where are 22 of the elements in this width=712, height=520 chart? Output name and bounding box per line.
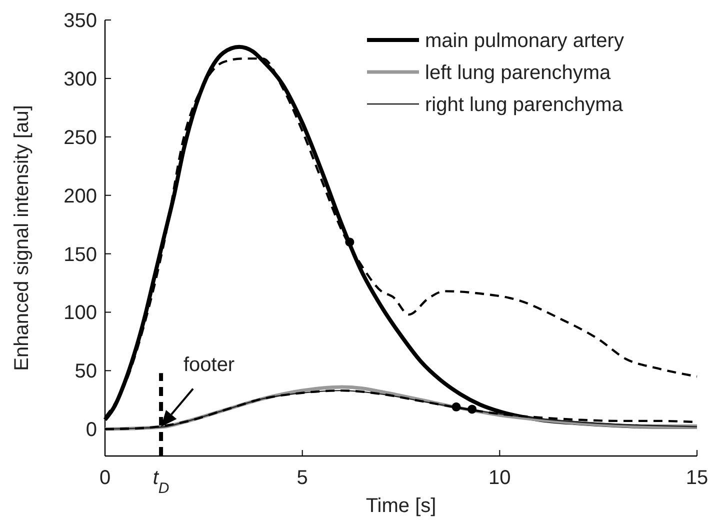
annotation: footer: [183, 354, 235, 376]
point: [452, 402, 461, 412]
point: [345, 238, 354, 247]
y-tick-label: 300: [64, 68, 97, 90]
x-tick-label: 0: [99, 467, 111, 489]
x-axis-title: Time [s]: [366, 495, 436, 517]
y-tick-label: 150: [64, 244, 97, 266]
y-tick-label: 200: [64, 185, 97, 208]
point: [468, 404, 477, 414]
legend-label: right lung parenchyma: [425, 94, 624, 116]
y-tick-label: 350: [64, 10, 97, 32]
y-tick-label: 0: [86, 419, 97, 442]
x-tick-label: 5: [296, 467, 308, 489]
y-tick-label: 50: [74, 360, 97, 383]
legend-label: main pulmonary artery: [425, 30, 624, 52]
y-tick-label: 100: [64, 302, 97, 324]
y-tick-label: 250: [64, 126, 97, 149]
x-tick-label: 10: [488, 467, 511, 489]
x-tick-label: 15: [686, 467, 708, 489]
legend-label: left lung parenchyma: [425, 62, 612, 84]
x-tick-label: t$_{D}$: [152, 467, 170, 496]
y-axis-title: Enhanced signal intensity [au]: [11, 105, 33, 371]
